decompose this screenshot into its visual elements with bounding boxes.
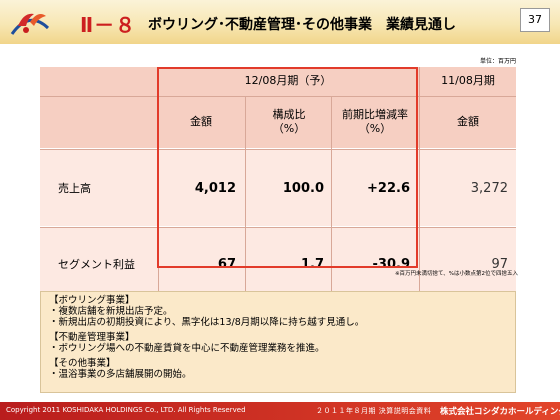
table-row: 売上高 4,012 100.0 +22.6 3,272 xyxy=(40,150,516,226)
col-amount-header: 金額 xyxy=(190,114,212,128)
info-line: ・温浴事業の多店舗展開の開始。 xyxy=(49,369,192,380)
cell-prior-amount: 97 xyxy=(491,256,508,272)
forecast-group-header: 12/08月期（予） xyxy=(244,74,332,88)
copyright-text: Copyright 2011 KOSHIDAKA HOLDINGS Co., L… xyxy=(6,406,246,414)
col-prior-amount-header: 金額 xyxy=(457,114,479,128)
unit-note: 単位：百万円 xyxy=(479,58,516,65)
info-line: ・ボウリング場への不動産賃貸を中心に不動産管理業務を推進。 xyxy=(49,343,325,354)
grid-line xyxy=(40,149,516,150)
row-label: 売上高 xyxy=(58,182,91,195)
cell-prior-amount: 3,272 xyxy=(470,180,508,196)
company-logo xyxy=(10,13,50,35)
info-line: 【その他事業】 xyxy=(49,358,116,369)
grid-line xyxy=(40,227,516,228)
grid-line xyxy=(419,67,420,300)
grid-line xyxy=(40,96,516,97)
table-header-row-group: 12/08月期（予） 11/08月期 xyxy=(40,67,516,96)
slide-footer: Copyright 2011 KOSHIDAKA HOLDINGS Co., L… xyxy=(0,402,560,420)
grid-line xyxy=(245,96,246,300)
company-name: 株式会社コシダカホールディングス xyxy=(440,407,560,417)
col-composition-header: 構成比 （%） xyxy=(272,107,306,135)
forecast-highlight-frame xyxy=(157,67,418,268)
slide-header: Ⅱ－８ ボウリング･不動産管理･その他事業 業績見通し 37 xyxy=(0,0,560,44)
info-line: ・複数店舗を新規出店予定。 xyxy=(49,306,173,317)
page-number: 37 xyxy=(520,8,550,32)
cell-amount: 4,012 xyxy=(194,180,236,196)
info-line: 【不動産管理事業】 xyxy=(49,332,135,343)
info-line: ・新規出店の初期投資により、黒字化は13/8月期以降に持ち越す見通し。 xyxy=(49,317,365,328)
info-line: 【ボウリング事業】 xyxy=(49,295,135,306)
cell-yoy-change: +22.6 xyxy=(367,180,410,196)
segment-notes-box: 【ボウリング事業】 ・複数店舗を新規出店予定。 ・新規出店の初期投資により、黒字… xyxy=(40,291,516,393)
prior-year-header: 11/08月期 xyxy=(441,74,495,88)
col-yoy-header: 前期比増減率 （%） xyxy=(342,107,408,135)
table-header-row-columns: 金額 構成比 （%） 前期比増減率 （%） 金額 xyxy=(40,96,516,148)
grid-line xyxy=(331,96,332,300)
page-title: ボウリング･不動産管理･その他事業 業績見通し xyxy=(148,17,456,33)
table-row: セグメント利益 67 1.7 -30.9 97 xyxy=(40,228,516,300)
section-number: Ⅱ－８ xyxy=(80,13,137,37)
document-name: ２０１１年８月期 決算説明会資料 xyxy=(316,407,432,415)
table-footnote: ※百万円未満切捨て、%は小数点第2位で四捨五入 xyxy=(394,271,518,277)
row-label: セグメント利益 xyxy=(58,258,135,271)
cell-composition: 100.0 xyxy=(282,180,324,196)
